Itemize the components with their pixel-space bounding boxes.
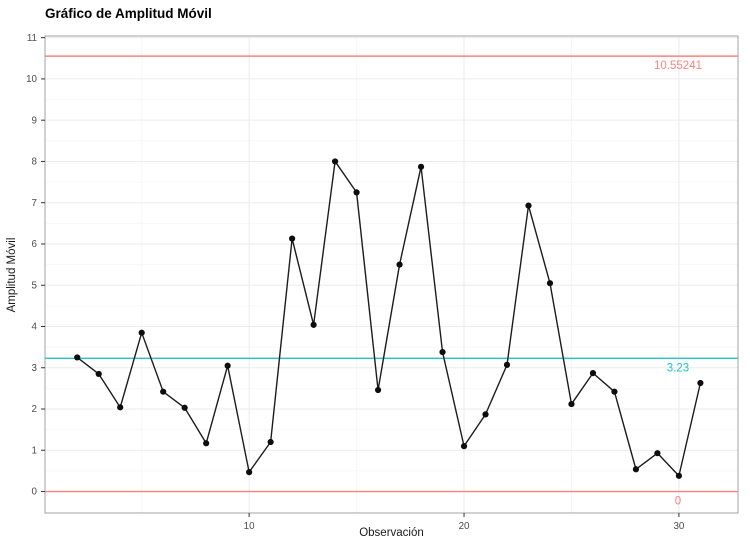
data-point <box>675 472 683 479</box>
data-point <box>568 400 575 408</box>
data-point <box>482 411 489 418</box>
data-point <box>697 379 704 387</box>
y-tick-label: 2 <box>32 404 37 415</box>
y-tick-label: 5 <box>32 280 38 291</box>
chart-title: Gráfico de Amplitud Móvil <box>45 6 212 21</box>
y-tick-label: 9 <box>32 115 37 126</box>
data-point <box>460 443 468 450</box>
data-point <box>160 388 167 395</box>
y-tick-label: 10 <box>26 74 37 85</box>
data-point <box>396 261 403 268</box>
data-point <box>654 450 661 457</box>
data-point <box>417 163 425 170</box>
data-point <box>439 348 446 356</box>
data-point <box>181 404 188 411</box>
panel-background <box>45 36 738 513</box>
data-point <box>246 469 253 476</box>
data-point <box>203 440 210 447</box>
control-limit-label-lcl: 0 <box>675 496 681 508</box>
y-tick-label: 6 <box>32 239 38 250</box>
y-tick-label: 7 <box>32 198 37 209</box>
y-tick-label: 8 <box>32 157 38 168</box>
data-point <box>95 370 102 378</box>
series-line <box>76 160 702 477</box>
data-point <box>74 354 81 361</box>
y-tick-label: 11 <box>27 33 37 44</box>
data-point <box>611 388 618 395</box>
x-axis-title: Observación <box>359 527 424 539</box>
data-point <box>117 404 124 411</box>
y-tick-label: 4 <box>32 322 38 333</box>
control-limit-label-ucl: 10.55241 <box>654 60 702 72</box>
control-limit-label-cl: 3.23 <box>667 362 689 374</box>
data-point <box>267 438 274 446</box>
x-tick-label: 20 <box>459 521 470 532</box>
data-point <box>353 189 360 196</box>
data-point <box>632 466 640 473</box>
x-tick-label: 30 <box>673 521 684 532</box>
y-tick-label: 0 <box>32 487 38 498</box>
data-point <box>589 370 597 377</box>
data-point <box>503 361 511 368</box>
data-point <box>138 329 145 336</box>
y-tick-label: 1 <box>32 445 37 456</box>
data-point <box>331 158 339 165</box>
data-point <box>374 386 382 394</box>
panel-border <box>44 35 739 514</box>
data-point <box>289 235 296 242</box>
y-tick-label: 3 <box>32 363 38 374</box>
data-point <box>310 321 317 328</box>
data-point <box>546 280 554 287</box>
x-tick-label: 10 <box>244 521 255 532</box>
y-axis-title: Amplitud Móvil <box>6 237 18 313</box>
data-point <box>224 362 231 369</box>
data-point <box>525 202 532 209</box>
